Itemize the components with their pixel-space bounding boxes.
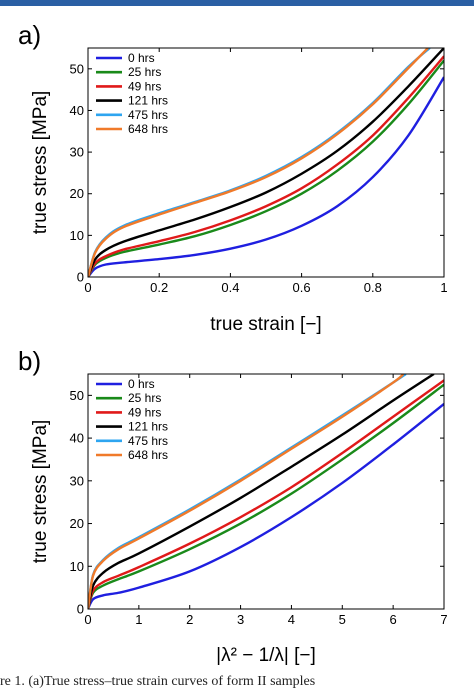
series-line-121-hrs (88, 48, 444, 277)
x-axis-label: true strain [−] (210, 314, 321, 335)
legend-label: 25 hrs (128, 391, 161, 405)
y-tick-label: 30 (70, 145, 84, 160)
x-tick-label: 6 (390, 612, 397, 627)
series-line-25-hrs (88, 59, 444, 277)
y-tick-label: 20 (70, 186, 84, 201)
legend-label: 49 hrs (128, 79, 161, 93)
legend-label: 648 hrs (128, 448, 168, 462)
x-tick-label: 2 (186, 612, 193, 627)
panel-b: 0 1 2 3 4 5 6 7 0 10 20 30 40 50 |λ² − 1/λ| [−] true st… (18, 346, 448, 666)
y-tick-label: 10 (70, 559, 84, 574)
y-tick-label: 30 (70, 473, 84, 488)
legend-label: 49 hrs (128, 405, 161, 419)
legend-label: 475 hrs (128, 108, 168, 122)
series-line-648-hrs (88, 374, 405, 609)
x-tick-label: 0.6 (293, 280, 311, 295)
x-tick-label: 0 (84, 280, 91, 295)
series-line-25-hrs (88, 383, 444, 609)
y-tick-label: 50 (70, 61, 84, 76)
legend-label: 121 hrs (128, 420, 168, 434)
x-tick-label: 0 (84, 612, 91, 627)
series-line-49-hrs (88, 55, 444, 277)
series-line-49-hrs (88, 379, 444, 609)
x-tick-label: 7 (440, 612, 447, 627)
plot-frame (87, 373, 445, 610)
y-tick-label: 40 (70, 103, 84, 118)
legend-label: 25 hrs (128, 65, 161, 79)
legend-label: 475 hrs (128, 434, 168, 448)
legend-label: 0 hrs (128, 377, 155, 391)
series-line-648-hrs (88, 48, 429, 277)
x-tick-label: 1 (440, 280, 447, 295)
series-line-0-hrs (88, 76, 444, 277)
x-axis-label: |λ² − 1/λ| [−] (216, 645, 316, 666)
panel-label: b) (18, 346, 41, 376)
x-tick-label: 1 (135, 612, 142, 627)
x-tick-label: 3 (237, 612, 244, 627)
y-tick-label: 50 (70, 388, 84, 403)
series-line-0-hrs (88, 402, 444, 609)
series-line-121-hrs (88, 374, 435, 609)
y-axis-label: true stress [MPa] (30, 91, 51, 235)
y-tick-label: 20 (70, 516, 84, 531)
y-tick-label: 10 (70, 228, 84, 243)
y-tick-label: 40 (70, 431, 84, 446)
figure-caption: re 1. (a)True stress–true strain curves … (0, 674, 316, 689)
panel-label: a) (18, 20, 41, 50)
legend-label: 648 hrs (128, 122, 168, 136)
x-tick-label: 0.4 (221, 280, 239, 295)
top-accent-bar (0, 0, 474, 6)
x-tick-label: 0.8 (364, 280, 382, 295)
plot-frame (87, 47, 445, 278)
x-tick-label: 0.2 (150, 280, 168, 295)
y-tick-label: 0 (77, 602, 84, 617)
x-tick-label: 4 (288, 612, 295, 627)
y-axis-label: true stress [MPa] (30, 420, 51, 564)
x-tick-label: 5 (339, 612, 346, 627)
y-tick-label: 0 (77, 270, 84, 285)
legend-label: 0 hrs (128, 51, 155, 65)
legend-label: 121 hrs (128, 94, 168, 108)
